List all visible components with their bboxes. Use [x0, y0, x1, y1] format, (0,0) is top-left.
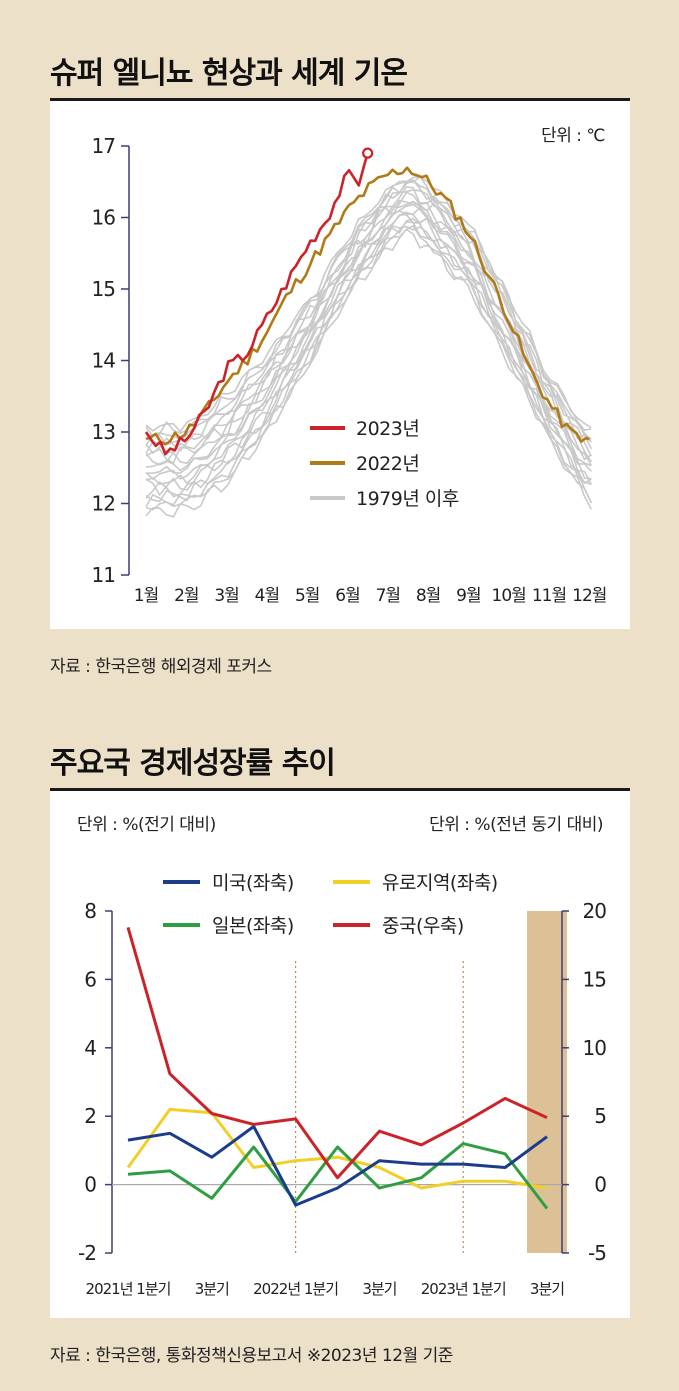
legend-label-us: 미국(좌축): [212, 872, 294, 894]
shaded-quarter: [527, 911, 567, 1253]
chart2-legend: 미국(좌축) 유로지역(좌축) 일본(좌축) 중국(우축): [163, 872, 498, 937]
chart1-x-tick-label: 3월: [214, 586, 238, 606]
chart2-panel: 단위 : %(전기 대비) 단위 : %(전년 동기 대비) 미국(좌축) 유로…: [50, 791, 630, 1318]
chart1-title-rule: [50, 98, 630, 101]
chart2-right-tick-label: 20: [583, 899, 607, 923]
chart1-y-tick-label: 13: [92, 420, 116, 444]
chart1-x-tick-label: 1월: [134, 586, 158, 606]
chart1-x-tick-label: 8월: [416, 586, 440, 606]
chart2-left-tick-label: -2: [78, 1241, 96, 1265]
temperature-chart: 11 12 13 14 15 16 17 1월 2월 3월 4월 5월 6월 7월 8월 9월 10월 11월 12…: [92, 126, 608, 606]
legend-label-past: 1979년 이후: [356, 488, 459, 510]
chart2-right-tick-label: 15: [583, 967, 606, 991]
chart2-source: 자료 : 한국은행, 통화정책신용보고서 ※2023년 12월 기준: [50, 1346, 453, 1366]
chart1-y-tick-label: 17: [92, 134, 116, 158]
chart1-y-tick-label: 16: [92, 206, 116, 230]
chart2-left-tick-label: 8: [84, 899, 96, 923]
chart1-x-tick-label: 4월: [255, 586, 279, 606]
series-line-euro: [126, 1107, 548, 1190]
chart1-y-tick-label: 15: [92, 277, 115, 301]
chart2-unit-left: 단위 : %(전기 대비): [77, 815, 216, 835]
past-year-line: [145, 211, 592, 485]
chart2-unit-right: 단위 : %(전년 동기 대비): [429, 815, 603, 835]
chart1-x-tick-label: 11월: [532, 586, 566, 606]
highlight-series: [144, 147, 590, 456]
chart2-title: 주요국 경제성장률 추이: [50, 746, 336, 781]
chart1-y-tick-label: 12: [92, 492, 115, 516]
chart1-unit-label: 단위 : ℃: [541, 126, 605, 146]
legend-label-japan: 일본(좌축): [212, 915, 294, 937]
past-year-line: [145, 175, 592, 437]
chart1-source: 자료 : 한국은행 해외경제 포커스: [50, 657, 272, 677]
chart1-x-tick-label: 5월: [295, 586, 319, 606]
past-year-line: [145, 218, 593, 499]
chart1-panel: 11 12 13 14 15 16 17 1월 2월 3월 4월 5월 6월 7월 8월 9월 10월 11월 12…: [50, 101, 630, 629]
chart2-x-tick-label: 3분기: [530, 1280, 564, 1298]
series-line-2023: [144, 152, 369, 456]
series-line-2022: [145, 166, 590, 446]
chart1-x-tick-label: 7월: [376, 586, 400, 606]
chart1-x-tick-label: 12월: [572, 586, 606, 606]
past-year-line: [145, 228, 593, 518]
past-year-line: [145, 200, 592, 472]
chart2-x-tick-label: 2023년 1분기: [421, 1280, 506, 1298]
past-year-line: [145, 189, 592, 455]
chart2-left-tick-label: 0: [84, 1173, 96, 1197]
past-year-line: [145, 224, 593, 511]
chart2-left-tick-label: 2: [84, 1104, 96, 1128]
chart2-right-tick-label: 5: [594, 1104, 606, 1128]
chart2-right-tick-label: -5: [588, 1241, 606, 1265]
chart2-left-tick-label: 6: [84, 967, 96, 991]
series-line-us: [127, 1125, 548, 1207]
chart1-axes: 11 12 13 14 15 16 17 1월 2월 3월 4월 5월 6월 7월 8월 9월 10월 11월 12…: [92, 134, 608, 606]
chart2-left-tick-label: 4: [84, 1036, 96, 1060]
chart2-right-tick-label: 10: [583, 1036, 607, 1060]
chart2-x-tick-label: 2021년 1분기: [86, 1280, 171, 1298]
chart1-title: 슈퍼 엘니뇨 현상과 세계 기온: [50, 56, 408, 91]
latest-point-2023: [362, 147, 374, 159]
chart1-legend: 2023년 2022년 1979년 이후: [310, 418, 459, 510]
legend-label-2023: 2023년: [356, 418, 419, 440]
shaded-band: [527, 911, 567, 1253]
past-year-line: [145, 206, 592, 481]
chart2-right-tick-label: 0: [594, 1173, 606, 1197]
chart2-x-tick-label: 3분기: [362, 1280, 396, 1298]
chart1-x-tick-label: 2월: [174, 586, 198, 606]
legend-label-euro: 유로지역(좌축): [382, 872, 498, 894]
chart1-x-tick-label: 9월: [456, 586, 480, 606]
series-line-china: [126, 926, 548, 1180]
series-line-japan: [127, 1142, 549, 1210]
chart1-x-tick-label: 10월: [492, 586, 526, 606]
chart1-x-tick-label: 6월: [335, 586, 359, 606]
past-year-line: [145, 179, 593, 450]
growth-rate-chart: 단위 : %(전기 대비) 단위 : %(전년 동기 대비) 미국(좌축) 유로…: [77, 815, 607, 1298]
legend-label-2022: 2022년: [356, 453, 419, 475]
chart2-x-tick-label: 3분기: [195, 1280, 229, 1298]
chart1-y-tick-label: 11: [92, 563, 115, 587]
chart1-y-tick-label: 14: [92, 349, 116, 373]
growth-series: [126, 926, 549, 1210]
legend-label-china: 중국(우축): [382, 915, 464, 937]
chart2-axes: -2 0 2 4 6 8 -5 0 5 10 15 20 2021년 1분기 3분기 2022년 1분기 3분…: [78, 899, 607, 1298]
chart2-title-rule: [50, 788, 630, 791]
chart2-x-tick-label: 2022년 1분기: [253, 1280, 338, 1298]
